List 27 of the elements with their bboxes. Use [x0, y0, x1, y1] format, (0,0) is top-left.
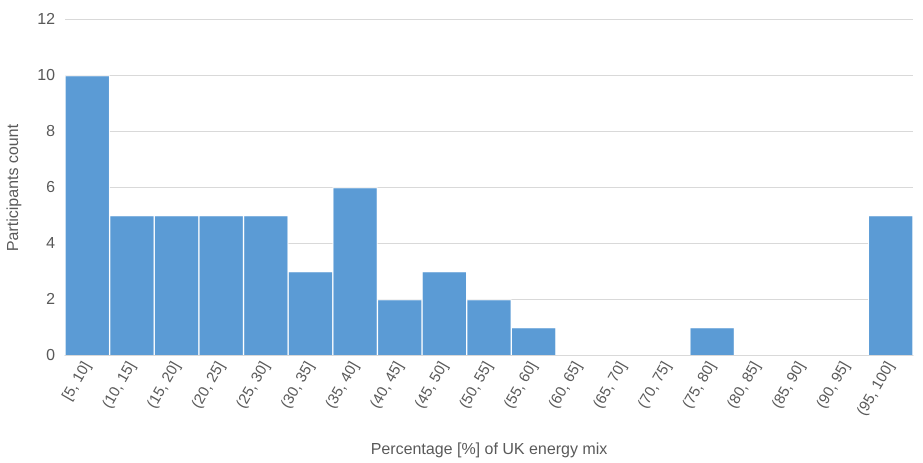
x-tick-label: (45, 50]: [411, 358, 452, 412]
x-tick-label: (90, 95]: [812, 358, 854, 412]
x-tick-label: (65, 70]: [590, 358, 630, 412]
y-tick-label: 4: [46, 234, 56, 252]
x-tick-label: (30, 35]: [277, 358, 318, 412]
x-tick-label: (25, 30]: [232, 358, 273, 412]
x-tick-label: (10, 15]: [98, 358, 139, 412]
x-tick-label: (40, 45]: [366, 358, 407, 412]
x-tick-label: (35, 40]: [322, 358, 362, 412]
x-tick-label: (50, 55]: [456, 358, 496, 412]
y-tick-label: 12: [37, 11, 56, 28]
x-tick-label: (70, 75]: [634, 358, 675, 412]
x-tick-label: (60, 65]: [545, 358, 586, 412]
y-tick-label: 10: [37, 66, 56, 84]
y-tick-label: 6: [46, 178, 56, 196]
x-tick-label: (75, 80]: [679, 358, 720, 412]
y-axis-title: Participants count: [5, 123, 22, 252]
x-tick-label: (80, 85]: [724, 358, 764, 412]
x-tick-label: (85, 90]: [768, 358, 808, 412]
x-tick-label: (20, 25]: [188, 358, 228, 412]
y-tick-label: 2: [46, 290, 56, 308]
y-tick-label: 0: [46, 346, 56, 364]
x-axis-title: Percentage [%] of UK energy mix: [370, 440, 608, 458]
x-tick-label: (15, 20]: [143, 358, 184, 412]
x-tick-label: [5, 10]: [58, 358, 94, 404]
y-tick-label: 8: [46, 122, 56, 140]
x-tick-label: (55, 60]: [500, 358, 541, 412]
